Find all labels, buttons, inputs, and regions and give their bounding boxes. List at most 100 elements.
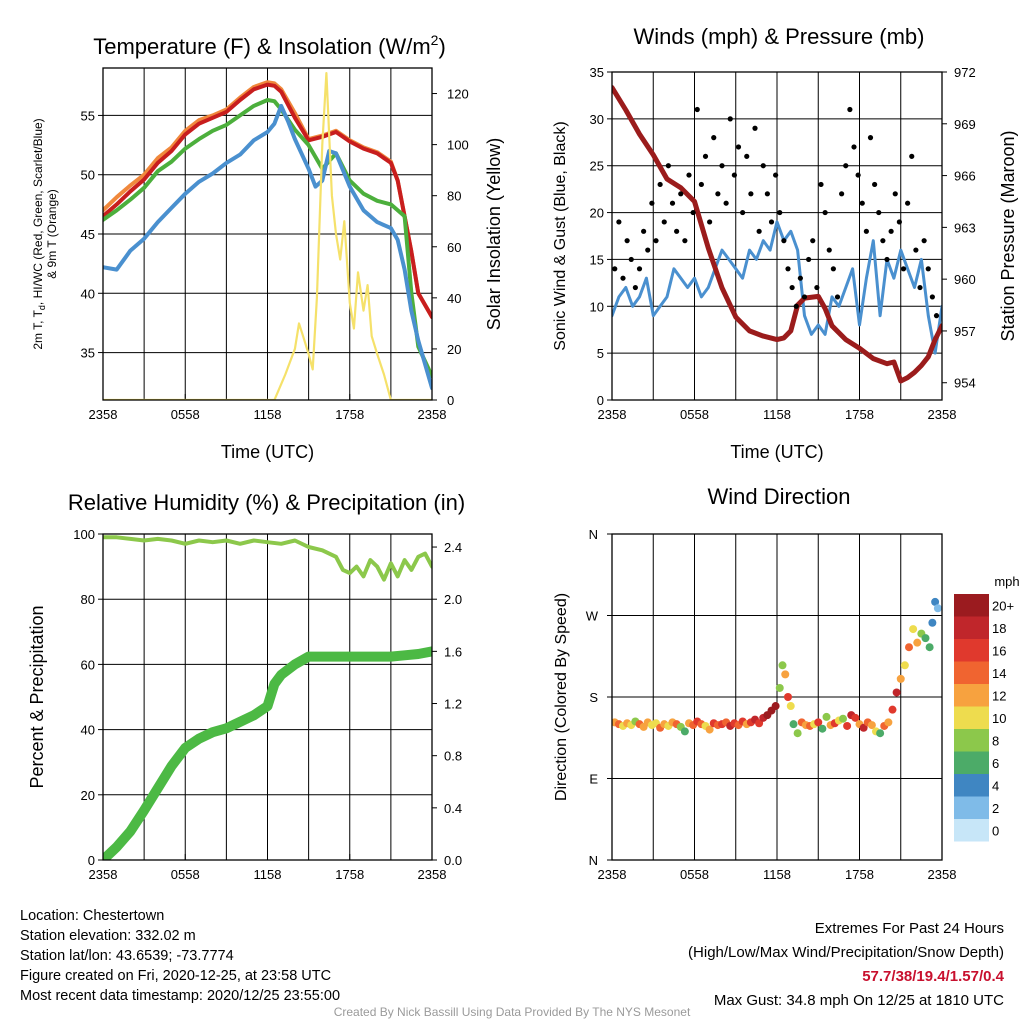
wind-direction-point: [789, 720, 798, 729]
winds-gust-point: [777, 209, 783, 216]
winds-gust-point: [727, 116, 733, 122]
winds-gust-point: [661, 219, 667, 225]
wind-direction-point: [931, 597, 940, 606]
winds-gust-point: [624, 238, 630, 244]
wind-direction-point: [775, 683, 784, 692]
humidity-ytick-right-label: 0.4: [444, 801, 462, 816]
temperature-ytick-right-label: 0: [447, 393, 454, 408]
humidity-ytick-label: 20: [81, 788, 95, 803]
wind-direction-title: Wind Direction: [707, 484, 850, 509]
winds-gust-point: [843, 163, 849, 169]
extremes-values: 57.7/38/19.4/1.57/0.4: [862, 968, 1004, 985]
wind-direction-point: [851, 713, 860, 722]
winds-xlabel: Time (UTC): [730, 442, 823, 462]
wind-direction-point: [680, 727, 689, 736]
winds-series-group: [612, 85, 942, 384]
colorbar-swatch: [954, 706, 989, 729]
humidity-ytick-label: 40: [81, 723, 95, 738]
colorbar-swatch: [954, 616, 989, 639]
temperature-ytick-right-label: 40: [447, 291, 461, 306]
winds-gust-point: [636, 266, 643, 272]
winds-gust-point: [669, 200, 676, 206]
winds-gust-point: [909, 153, 915, 159]
colorbar-label: 6: [992, 756, 999, 771]
winds-gust-point: [612, 266, 618, 272]
temperature-ytick-label: 35: [81, 346, 95, 361]
temperature-ytick-label: 55: [81, 108, 95, 123]
winds-gust-point: [814, 284, 820, 291]
colorbar-label: 20+: [992, 598, 1014, 613]
winds-gust-point: [748, 191, 754, 197]
winds-gust-point: [628, 256, 634, 263]
wind-direction-point: [888, 705, 897, 714]
wind-direction-point: [905, 643, 913, 652]
winds-gust-point: [752, 125, 758, 131]
colorbar-swatch: [954, 729, 989, 752]
colorbar-swatch: [954, 751, 989, 774]
winds-title: Winds (mph) & Pressure (mb): [634, 24, 925, 49]
humidity-ytick-right-label: 1.6: [444, 644, 462, 659]
temperature-ylabel-right: Solar Insolation (Yellow): [484, 138, 504, 330]
temperature-ylabel-left-line2: & 9m T (Orange): [45, 189, 59, 279]
temperature-plot-area: 2358 0558 1158 1758 2358 35 40 45 50 55 0 20 40 60 80 1…: [81, 67, 469, 422]
temperature-xtick-label: 2358: [89, 407, 118, 422]
humidity-series-relative-humidity: [103, 535, 432, 582]
wind-direction-ytick-label: S: [589, 690, 598, 705]
winds-gust-point: [900, 266, 907, 272]
wind-direction-point: [913, 638, 922, 647]
humidity-frame: [102, 533, 433, 861]
winds-gust-point: [851, 144, 857, 150]
created-text: Figure created on Fri, 2020-12-25, at 23…: [20, 968, 332, 984]
temperature-xtick-label: 1758: [335, 407, 364, 422]
winds-ytick-label: 25: [590, 159, 604, 174]
wind-direction-points-group: [612, 597, 942, 738]
winds-xtick-label: 1158: [763, 407, 791, 422]
wind-direction-xtick-label: 1158: [763, 867, 791, 882]
winds-gust-point: [797, 275, 803, 281]
humidity-xtick-label: 0558: [171, 867, 200, 882]
colorbar-label: 12: [992, 688, 1006, 703]
winds-gust-point: [768, 219, 775, 225]
winds-gust-point: [801, 294, 808, 300]
winds-gust-point: [884, 256, 890, 263]
colorbar-label: 18: [992, 621, 1006, 636]
colorbar-label: 8: [992, 733, 999, 748]
winds-gust-point: [822, 209, 828, 216]
winds-ytick-right-label: 957: [954, 324, 976, 339]
winds-ylabel-left: Sonic Wind & Gust (Blue, Black): [552, 121, 569, 350]
winds-gust-point: [641, 228, 647, 234]
winds-gust-point: [760, 163, 766, 169]
colorbar-label: 10: [992, 711, 1006, 726]
winds-gust-point: [847, 106, 853, 113]
speed-colorbar: 20+ 18 16 14 12 10 8 6 4 2 0: [954, 594, 1014, 842]
winds-series-station-pressure: [612, 85, 942, 384]
colorbar-swatch: [954, 774, 989, 797]
winds-gust-point: [806, 256, 812, 263]
temperature-ytick-label: 45: [81, 227, 95, 242]
winds-gust-point: [645, 247, 651, 253]
humidity-ytick-label: 100: [73, 527, 95, 542]
winds-ytick-label: 5: [597, 346, 604, 361]
wind-direction-point: [909, 625, 918, 634]
winds-ytick-label: 10: [590, 299, 604, 314]
winds-xtick-label: 0558: [680, 407, 709, 422]
winds-gust-point: [929, 294, 935, 300]
winds-gust-point: [855, 172, 861, 178]
wind-direction-point: [755, 719, 764, 728]
temperature-xtick-label: 1158: [254, 407, 282, 422]
winds-gust-point: [917, 284, 923, 291]
extremes-subtitle: (High/Low/Max Wind/Precipitation/Snow De…: [688, 944, 1004, 961]
winds-gust-point: [620, 275, 626, 281]
winds-gust-point: [731, 172, 737, 178]
humidity-ytick-label: 80: [81, 592, 95, 607]
wind-direction-point: [781, 670, 790, 679]
temperature-ytick-right-label: 60: [447, 240, 461, 255]
winds-gust-point: [719, 163, 725, 169]
temperature-ytick-label: 50: [81, 168, 95, 183]
wind-direction-point: [884, 718, 893, 727]
winds-gust-point: [715, 191, 721, 197]
wind-direction-point: [876, 729, 885, 738]
wind-direction-point: [818, 724, 827, 733]
temperature-series-hi-wc: [103, 98, 432, 379]
